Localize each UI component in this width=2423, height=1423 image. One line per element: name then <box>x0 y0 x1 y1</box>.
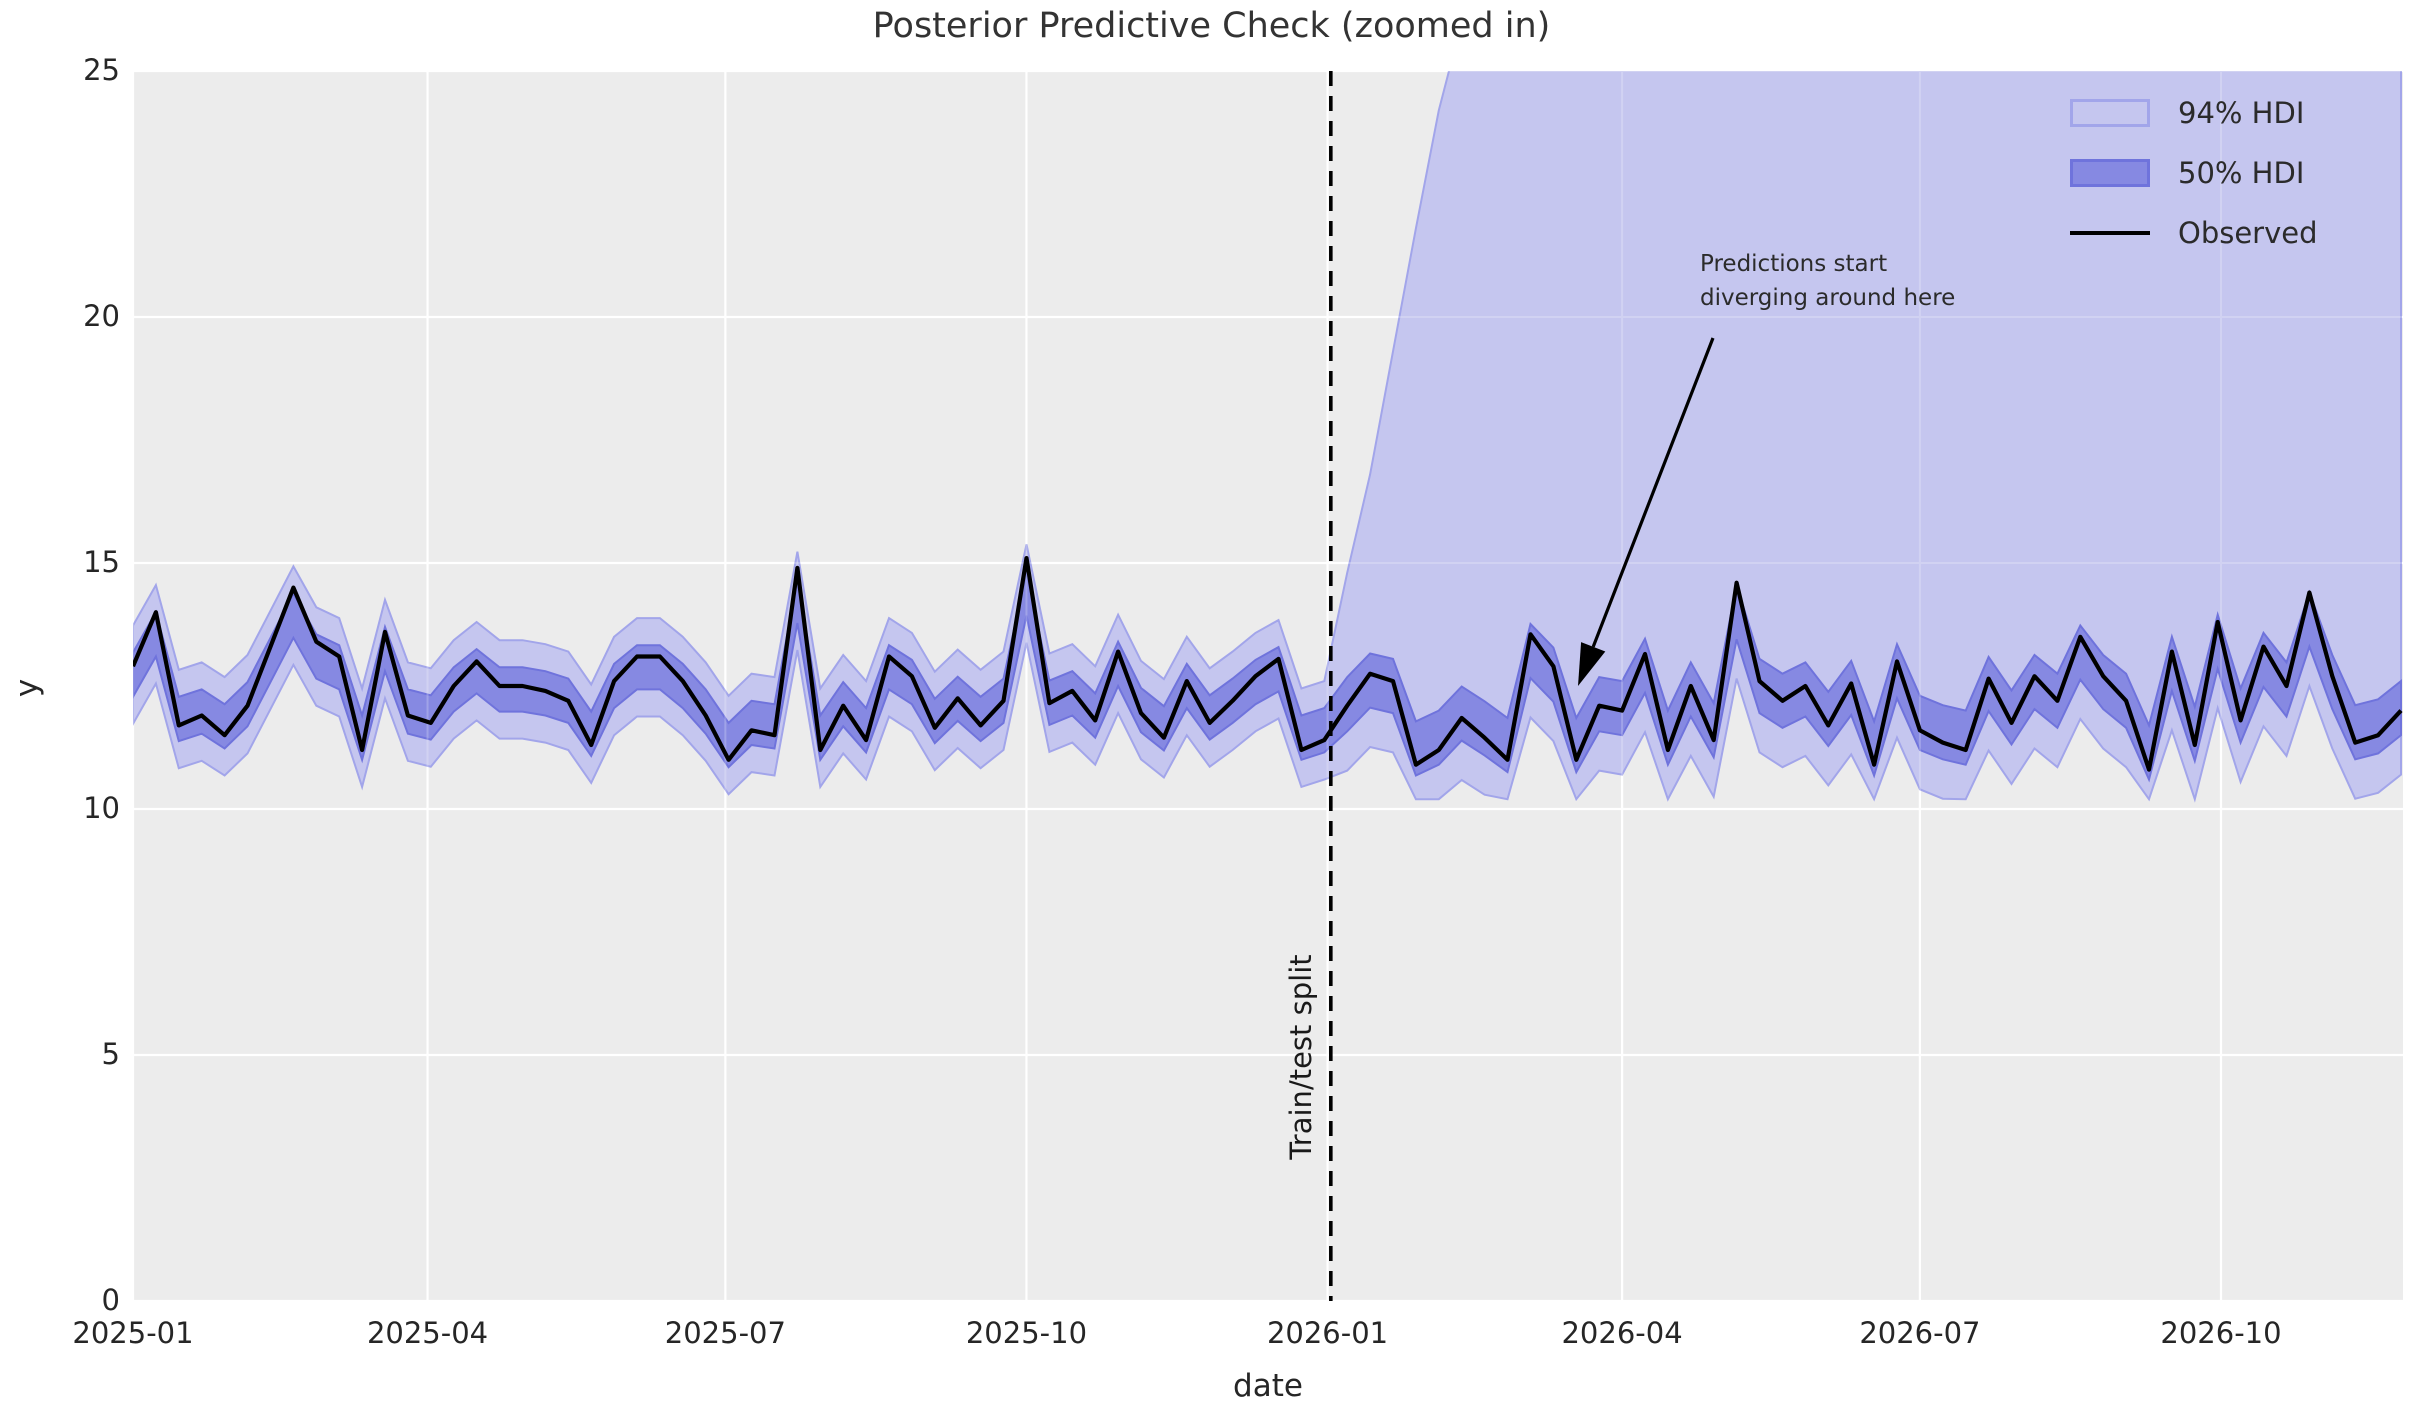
hdi50-band <box>133 571 2402 783</box>
annotation-text: Predictions start diverging around here <box>1700 251 1956 311</box>
y-axis-label: y <box>9 678 46 698</box>
observed-line-swatch <box>2070 231 2150 235</box>
legend-label: Observed <box>2178 216 2318 250</box>
hdi94-swatch <box>2070 99 2150 127</box>
y-tick-label: 15 <box>83 545 120 579</box>
legend-label: 94% HDI <box>2178 96 2305 130</box>
legend-item: 94% HDI <box>2070 96 2304 130</box>
x-tick-label: 2025-07 <box>664 1316 786 1350</box>
x-tick-label: 2025-10 <box>965 1316 1088 1350</box>
annotation-arrow-shaft <box>1591 337 1715 648</box>
observed-line <box>133 556 2403 772</box>
plot-area <box>133 71 2403 1301</box>
x-tick-label: 2026-07 <box>1859 1316 1981 1350</box>
y-tick-label: 5 <box>101 1037 120 1071</box>
x-axis-label: date <box>1233 1368 1303 1404</box>
y-tick-label: 25 <box>83 53 120 87</box>
legend-label: 50% HDI <box>2178 156 2305 190</box>
y-tick-label: 0 <box>101 1283 120 1317</box>
x-tick-label: 2025-04 <box>366 1316 489 1350</box>
hdi50-swatch <box>2070 159 2150 187</box>
annotation-arrowhead <box>1578 642 1606 686</box>
train-test-split-label: Train/test split <box>1283 954 1318 1160</box>
y-tick-label: 20 <box>83 299 120 333</box>
legend-item: 50% HDI <box>2070 156 2304 190</box>
legend-item: Observed <box>2070 216 2318 250</box>
x-tick-label: 2026-01 <box>1266 1316 1389 1350</box>
y-tick-label: 10 <box>83 791 120 825</box>
chart-title: Posterior Predictive Check (zoomed in) <box>872 6 1551 46</box>
x-tick-label: 2025-01 <box>72 1316 194 1350</box>
x-tick-label: 2026-04 <box>1561 1316 1683 1350</box>
gridlines-overlay <box>133 71 2403 1301</box>
hdi94-band <box>133 71 2402 803</box>
x-tick-label: 2026-10 <box>2160 1316 2282 1350</box>
